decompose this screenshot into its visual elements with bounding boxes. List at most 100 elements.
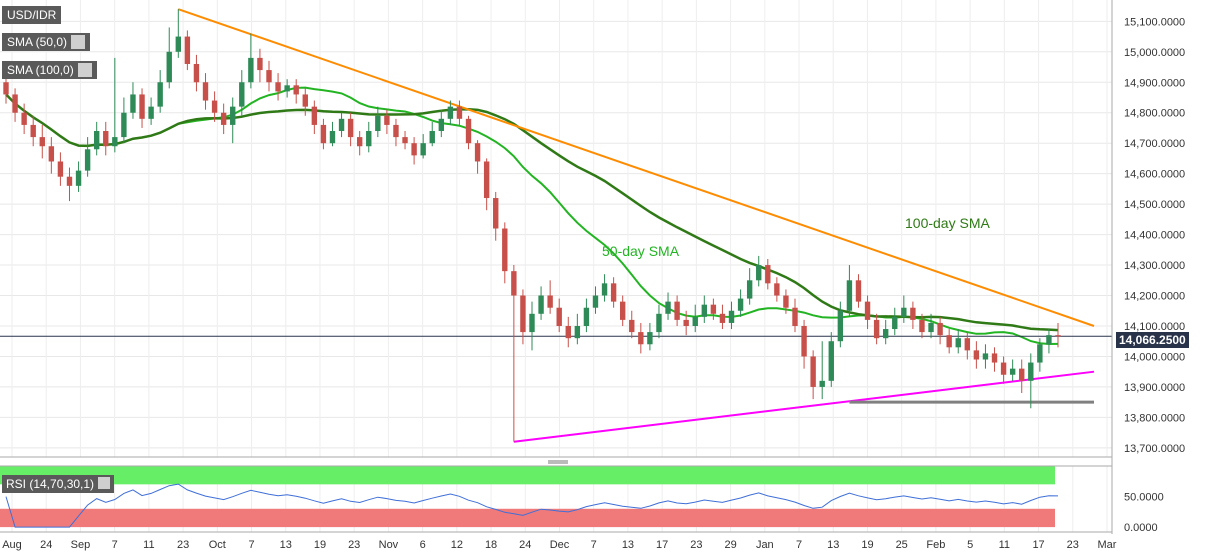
x-tick-label: 19 — [314, 539, 326, 551]
x-tick-label: 17 — [1032, 539, 1044, 551]
candle-body — [538, 295, 544, 314]
y-tick-label: 14,100.0000 — [1124, 321, 1185, 333]
resistance-trendline — [177, 8, 1095, 327]
candle-body — [1000, 362, 1007, 375]
candle-body — [338, 118, 345, 132]
sma100-line — [5, 93, 1059, 332]
candle-body — [1055, 335, 1061, 337]
x-tick-label: 23 — [177, 539, 189, 551]
candle-body — [910, 307, 916, 320]
candle-body — [1019, 368, 1025, 381]
candle-body — [928, 322, 934, 333]
candle-body — [93, 131, 100, 150]
y-tick-label: 13,700.0000 — [1124, 443, 1185, 455]
legend-sma100-text: SMA (100,0) — [7, 63, 74, 77]
candle-body — [39, 137, 45, 147]
candle-body — [1037, 344, 1043, 363]
candle-body — [275, 82, 281, 92]
candle-body — [583, 307, 590, 326]
y-tick-label: 14,400.0000 — [1124, 230, 1185, 242]
x-tick-label: 25 — [896, 539, 908, 551]
x-tick-label: 23 — [348, 539, 360, 551]
annotation-100day-sma: 100-day SMA — [905, 215, 990, 231]
candle-body — [48, 146, 55, 162]
last-price-badge: 14,066.2500 — [1116, 332, 1189, 348]
candle-body — [892, 316, 898, 330]
candle-body — [347, 118, 354, 138]
x-tick-label: 7 — [591, 539, 597, 551]
candle-body — [719, 313, 726, 323]
x-tick-label: 11 — [143, 539, 154, 551]
candle-body — [320, 124, 327, 144]
candle-body — [483, 161, 490, 199]
candle-body — [230, 106, 236, 125]
legend-rsi: RSI (14,70,30,1) — [2, 475, 115, 493]
x-tick-label: 13 — [622, 539, 634, 551]
rsi-line — [5, 483, 1059, 528]
pane-splitter-handle — [548, 460, 568, 464]
y-tick-label: 13,800.0000 — [1124, 412, 1185, 424]
candles — [3, 9, 1061, 442]
candle-body — [783, 295, 789, 308]
y-tick-label: 14,900.0000 — [1124, 77, 1185, 89]
candle-body — [220, 112, 227, 125]
candle-body — [565, 325, 571, 339]
candle-body — [765, 265, 771, 284]
candle-body — [438, 118, 445, 132]
y-tick-label: 14,600.0000 — [1124, 169, 1185, 181]
candle-body — [701, 304, 708, 317]
x-tick-label: 23 — [1067, 539, 1079, 551]
candle-body — [656, 313, 662, 333]
x-tick-label: Jan — [756, 539, 774, 551]
candle-body — [710, 304, 717, 314]
candle-body — [692, 316, 698, 326]
y-tick-label: 13,900.0000 — [1124, 382, 1185, 394]
x-tick-label: 7 — [248, 539, 254, 551]
candle-body — [937, 322, 943, 336]
candle-body — [610, 283, 617, 302]
candle-body — [574, 325, 581, 339]
candle-body — [828, 341, 834, 381]
candle-body — [257, 57, 263, 71]
x-tick-label: 7 — [112, 539, 118, 551]
candle-body — [792, 307, 798, 326]
rsi-tick-label: 0.0000 — [1124, 522, 1158, 534]
candle-body — [456, 106, 463, 119]
x-tick-label: Sep — [71, 539, 91, 551]
candle-body — [1009, 368, 1016, 375]
candle-body — [837, 310, 844, 342]
legend-sma50-text: SMA (50,0) — [7, 35, 68, 49]
candle-body — [873, 319, 880, 339]
legend-sma100-swatch — [77, 63, 92, 77]
y-tick-label: 15,100.0000 — [1124, 16, 1185, 28]
candle-body — [919, 319, 925, 333]
candle-body — [121, 112, 127, 138]
candle-body — [638, 332, 644, 345]
candle-body — [520, 295, 526, 333]
x-tick-label: 29 — [724, 539, 736, 551]
x-tick-label: 11 — [999, 539, 1010, 551]
x-tick-label: Mar — [1098, 539, 1117, 551]
candle-body — [1028, 362, 1034, 381]
y-tick-label: 14,800.0000 — [1124, 108, 1185, 120]
candle-body — [683, 319, 689, 326]
y-tick-label: 15,000.0000 — [1124, 47, 1185, 59]
candle-body — [955, 338, 961, 348]
candle-body — [21, 112, 27, 125]
candle-body — [647, 332, 653, 345]
candle-body — [746, 280, 753, 299]
rsi-overbought-band — [0, 466, 1055, 485]
candle-body — [592, 295, 599, 308]
candle-body — [964, 338, 971, 351]
x-tick-label: 13 — [280, 539, 292, 551]
annotation-50day-sma: 50-day SMA — [602, 243, 680, 259]
candle-body — [366, 131, 372, 147]
rsi-tick-label: 50.0000 — [1124, 492, 1164, 504]
candle-body — [184, 36, 191, 64]
candle-body — [311, 106, 318, 125]
x-tick-label: 24 — [519, 539, 531, 551]
candle-body — [103, 131, 109, 147]
legend-sma100: SMA (100,0) — [2, 61, 97, 79]
candle-body — [728, 310, 735, 323]
candle-body — [619, 301, 626, 320]
